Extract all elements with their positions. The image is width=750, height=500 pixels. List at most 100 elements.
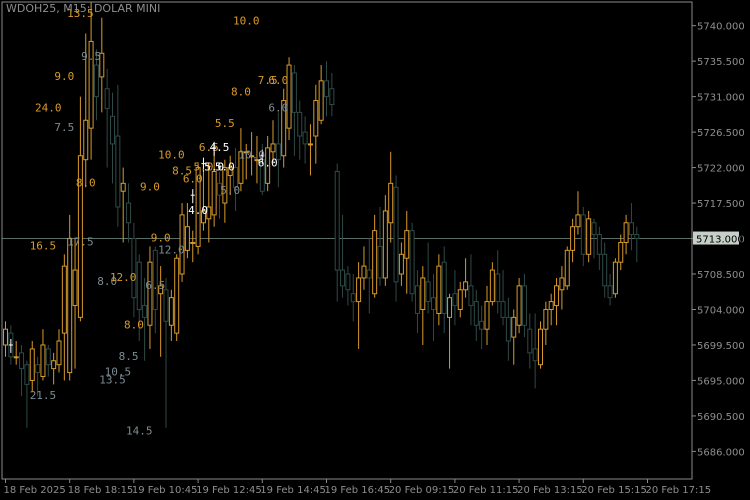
price-tick-label: 5735.500 <box>697 57 745 68</box>
candle-body <box>51 360 57 370</box>
candle <box>414 270 420 334</box>
volume-annotation: 12.0 <box>110 271 137 284</box>
candle-body <box>628 222 634 236</box>
candle <box>152 246 158 334</box>
candle-body <box>77 155 83 318</box>
candle <box>398 242 404 286</box>
candle <box>334 163 340 302</box>
price-tick-label: 5740.000 <box>697 22 745 33</box>
volume-annotation: 6.0 <box>268 74 288 87</box>
candle <box>505 297 511 361</box>
candle-body <box>479 320 485 330</box>
candle-body <box>190 241 196 244</box>
candle <box>511 309 517 365</box>
candle-body <box>163 289 169 322</box>
candle-body <box>265 147 271 184</box>
candle <box>463 258 469 298</box>
candle-body <box>388 182 394 224</box>
candle-body <box>307 143 313 146</box>
price-tick-label: 5699.500 <box>697 341 745 352</box>
candle-body <box>511 316 517 338</box>
candle <box>265 136 271 192</box>
volume-annotation: 9.0 <box>140 180 160 193</box>
candle <box>243 143 249 180</box>
candle <box>88 2 94 160</box>
candle-body <box>447 297 453 318</box>
candle <box>382 195 388 286</box>
trade-mark <box>260 149 265 164</box>
volume-annotation: 4.5 <box>210 141 230 154</box>
candle <box>340 214 346 298</box>
candle-body <box>286 64 292 129</box>
candle-body <box>238 151 244 184</box>
candle <box>93 49 99 121</box>
candle <box>372 214 378 298</box>
candle-body <box>495 273 501 303</box>
candle-body <box>136 261 142 310</box>
time-tick-label: 20 Feb 11:15 <box>453 485 519 496</box>
candle <box>479 305 485 349</box>
candle <box>110 92 115 184</box>
candle <box>72 238 78 369</box>
candle <box>217 171 222 219</box>
candle <box>570 218 576 263</box>
candle-body <box>393 186 399 283</box>
candle <box>521 274 527 338</box>
candle <box>361 246 367 290</box>
candle <box>457 281 463 318</box>
last-price-tag: 5713.000 <box>693 231 744 246</box>
trade-mark <box>8 338 13 353</box>
volume-annotation: 6.0 <box>268 101 288 114</box>
candle <box>324 61 329 117</box>
candle-body <box>431 297 436 310</box>
candle <box>350 274 356 322</box>
candle <box>249 132 255 176</box>
candle <box>591 218 597 259</box>
candle <box>297 100 303 160</box>
candle <box>602 242 608 298</box>
last-price-tag-bg <box>693 231 739 245</box>
candle-body <box>115 135 121 208</box>
candle <box>628 203 634 251</box>
candle-body <box>538 328 543 366</box>
candle <box>618 234 624 271</box>
candle <box>586 210 592 263</box>
price-tick-label: 5695.000 <box>697 376 745 387</box>
price-tick-label: 5722.000 <box>697 164 745 175</box>
candle <box>168 289 174 342</box>
candle <box>291 65 297 156</box>
price-tick-label: 5717.500 <box>697 199 745 210</box>
candle <box>179 203 185 282</box>
last-price-label: 5713.000 <box>696 235 744 246</box>
candle-body <box>505 316 511 342</box>
volume-annotation: 10.0 <box>238 149 265 162</box>
candle-body <box>3 328 8 346</box>
candle-body <box>409 230 415 295</box>
candle <box>452 270 458 326</box>
candle <box>211 151 217 227</box>
candle-body <box>377 245 383 279</box>
candle <box>281 88 287 168</box>
annotations-layer: 13.59.59.024.07.58.017.516.58.012.08.08.… <box>30 7 289 438</box>
candle <box>227 155 233 196</box>
candle-body <box>131 238 137 299</box>
candle <box>366 238 372 314</box>
time-tick-label: 19 Feb 10:45 <box>132 485 198 496</box>
trade-mark <box>212 141 217 156</box>
candle <box>131 222 137 318</box>
candle <box>233 147 239 211</box>
candle-body <box>564 249 570 287</box>
volume-annotation: 8.5 <box>172 165 192 178</box>
candle-body <box>602 253 608 287</box>
candle <box>554 277 560 326</box>
candle-body <box>222 167 228 204</box>
candle-body <box>489 269 495 303</box>
volume-annotation: 12.0 <box>158 243 185 256</box>
candle-body <box>291 72 297 113</box>
candle-body <box>243 151 249 154</box>
volume-annotation: 10.5 <box>105 366 132 379</box>
candle-body <box>623 222 629 243</box>
volume-annotation: 5.0 <box>215 161 235 174</box>
